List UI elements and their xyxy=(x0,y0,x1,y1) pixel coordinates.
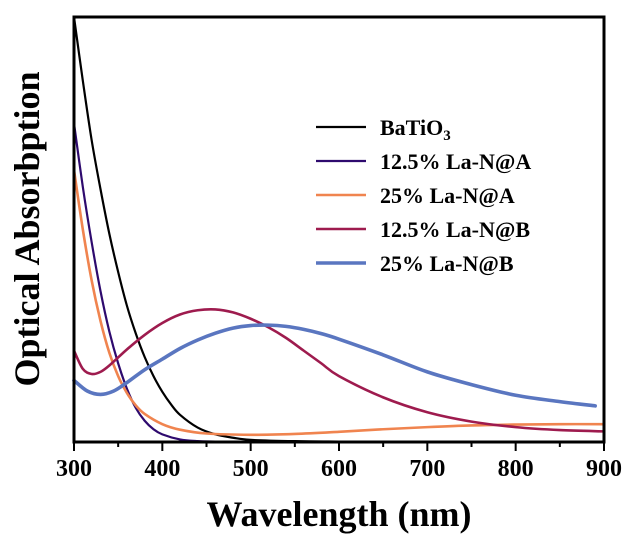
series-line-5 xyxy=(72,323,597,408)
x-tick-label: 900 xyxy=(586,456,622,482)
x-axis-ticks xyxy=(73,442,605,451)
legend-label: 12.5% La-N@A xyxy=(380,149,531,174)
legend-label: 12.5% La-N@B xyxy=(380,217,530,242)
x-axis-tick-labels: 300 400 500 600 700 800 900 xyxy=(56,456,622,482)
series-line-4 xyxy=(72,307,606,433)
x-tick-label: 800 xyxy=(498,456,534,482)
x-tick-label: 400 xyxy=(144,456,180,482)
x-tick-label: 500 xyxy=(233,456,269,482)
series-line-3 xyxy=(72,168,606,437)
legend: BaTiO3 12.5% La-N@A 25% La-N@A 12.5% La-N@B… xyxy=(316,115,531,276)
x-tick-label: 600 xyxy=(321,456,357,482)
legend-label: 25% La-N@B xyxy=(380,251,514,276)
legend-label: BaTiO3 xyxy=(380,115,451,144)
legend-label: 25% La-N@A xyxy=(380,183,515,208)
x-axis-title: Wavelength (nm) xyxy=(207,494,472,534)
y-axis-title: Optical Absorbption xyxy=(7,71,47,386)
x-tick-label: 700 xyxy=(409,456,445,482)
x-tick-label: 300 xyxy=(56,456,92,482)
